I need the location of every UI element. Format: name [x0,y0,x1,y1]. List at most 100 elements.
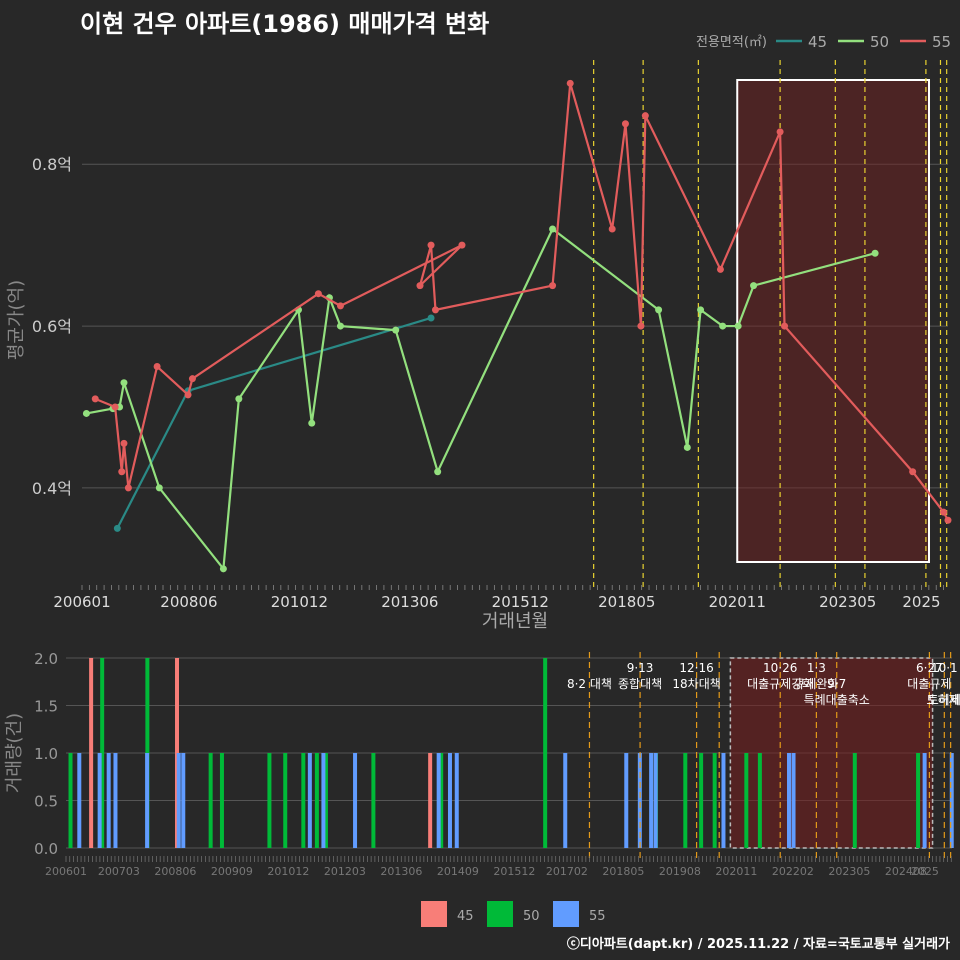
x-tick-label: 200703 [98,865,140,878]
x-tick-label: 2025 [902,593,940,611]
bar-45 [428,753,433,848]
bar-55 [321,753,326,848]
y-tick-label: 0.8억 [32,155,72,174]
bar-50 [267,753,272,848]
bar-50 [543,658,548,848]
x-tick-label: 201012 [271,593,328,611]
data-point-55 [120,439,128,447]
data-point-55 [716,265,724,273]
bar-55 [447,753,452,848]
x-axis-title: 거래년월 [482,611,548,632]
x-tick-label: 200806 [154,865,196,878]
bar-45 [89,658,94,848]
data-point-50 [235,395,243,403]
y-tick-label: 2.0 [34,650,58,668]
data-point-50 [434,468,442,476]
x-tick-label: 201512 [493,865,535,878]
bar-55 [637,753,642,848]
x-tick-label: 201908 [659,865,701,878]
data-point-50 [219,565,227,573]
data-point-50 [82,409,90,417]
data-point-55 [909,468,917,476]
x-tick-label: 201512 [492,593,549,611]
x-tick-label: 201409 [437,865,479,878]
series-line-55 [94,83,949,521]
data-point-55 [427,241,435,249]
data-point-55 [776,128,784,136]
bar-50 [100,658,105,848]
data-point-50 [871,249,879,257]
data-point-55 [91,395,99,403]
legend-key-45 [421,901,447,927]
x-tick-label: 201805 [602,865,644,878]
policy-label: 10·26 [763,661,797,675]
bar-50 [757,753,762,848]
x-tick-label: 201805 [598,593,655,611]
policy-label: 12·16 [679,661,713,675]
y-axis-title: 평균가(억) [6,280,27,360]
data-point-55 [549,282,557,290]
policy-label: 9·13 [627,661,654,675]
data-point-50 [734,322,742,330]
policy-label: 토허제 [926,693,959,707]
bar-50 [208,753,213,848]
policy-label: 8·2 대책 [567,676,612,691]
legend-label-45: 45 [808,33,827,51]
x-tick-label: 201012 [267,865,309,878]
x-tick-label: 2025 [911,865,939,878]
policy-label: 대출규제 [907,677,951,691]
data-point-55 [608,225,616,233]
x-tick-label: 202011 [709,593,766,611]
data-point-55 [184,391,192,399]
data-point-55 [153,363,161,371]
legend-label-55: 55 [589,909,606,924]
y-axis-title: 거래량(건) [4,713,25,793]
data-point-50 [392,326,400,334]
policy-label: 토허제 [928,693,960,707]
data-point-50 [336,322,344,330]
data-point-55 [416,282,424,290]
data-point-50 [719,322,727,330]
bar-55 [922,753,927,848]
x-tick-label: 202011 [715,865,757,878]
x-tick-label: 202305 [828,865,870,878]
data-point-50 [683,443,691,451]
x-tick-label: 200601 [45,865,87,878]
y-tick-label: 0.6억 [32,317,72,336]
data-point-55 [621,120,629,128]
bar-50 [699,753,704,848]
policy-label: 6·27 [916,661,943,675]
bar-55 [653,753,658,848]
policy-label: 10·1 [931,661,958,675]
policy-label: 특례대출축소 [804,693,870,707]
data-point-55 [118,468,126,476]
bar-50 [68,753,73,848]
data-point-50 [308,419,316,427]
bar-55 [563,753,568,848]
chart-title: 이현 건우 아파트(1986) 매매가격 변화 [80,10,490,38]
data-point-55 [641,112,649,120]
data-point-55 [566,79,574,87]
x-tick-label: 201306 [380,865,422,878]
policy-label: 18차대책 [672,676,720,691]
data-point-55 [314,290,322,298]
data-point-50 [697,306,705,314]
legend-label-55: 55 [932,33,951,51]
bar-50 [323,753,328,848]
data-point-55 [111,403,119,411]
x-tick-label: 202305 [819,593,876,611]
legend-label-50: 50 [870,33,889,51]
bar-50 [301,753,306,848]
x-tick-label: 202202 [772,865,814,878]
y-tick-label: 1.5 [34,698,58,716]
bar-55 [791,753,796,848]
data-point-45 [113,524,121,532]
bar-50 [744,753,749,848]
bar-55 [949,753,954,848]
bar-50 [916,753,921,848]
bar-55 [77,753,82,848]
data-point-50 [750,282,758,290]
bar-55 [181,753,186,848]
data-point-55 [940,508,948,516]
bar-50 [371,753,376,848]
